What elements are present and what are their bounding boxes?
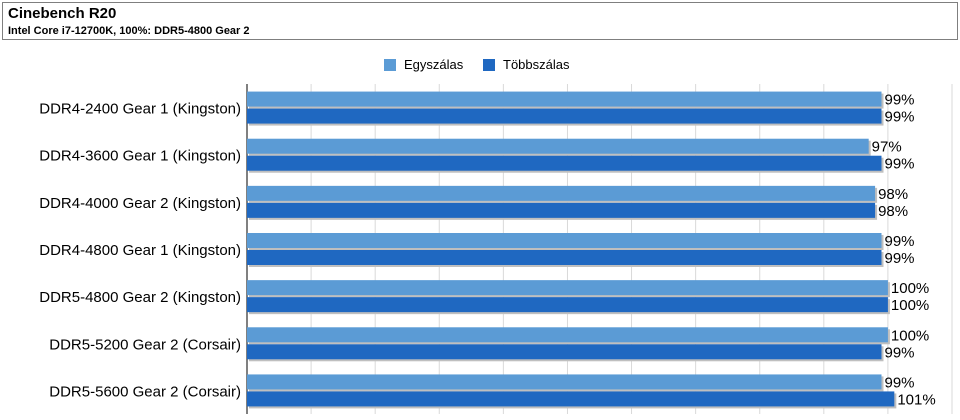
legend-item-multi-thread: Többszálas (483, 57, 569, 72)
chart-title: Cinebench R20 (8, 5, 117, 22)
bar (247, 91, 882, 107)
category-label: DDR4-4000 Gear 2 (Kingston) (39, 195, 241, 212)
bar (247, 391, 895, 407)
data-label: 101% (897, 391, 935, 408)
legend-label-single-thread: Egyszálas (404, 57, 464, 72)
bar (247, 155, 882, 171)
bar (247, 327, 888, 343)
data-label: 99% (885, 344, 915, 361)
bar (247, 138, 869, 154)
legend-item-single-thread: Egyszálas (384, 57, 463, 72)
data-label: 100% (891, 297, 929, 314)
bar (247, 250, 882, 265)
data-label: 99% (885, 233, 915, 250)
chart-header: Cinebench R20 Intel Core i7-12700K, 100%… (2, 2, 958, 40)
category-label: DDR4-2400 Gear 1 (Kingston) (39, 101, 241, 118)
category-label: DDR4-3600 Gear 1 (Kingston) (39, 148, 241, 165)
chart-subtitle: Intel Core i7-12700K, 100%: DDR5-4800 Ge… (8, 25, 250, 37)
data-label: 99% (885, 156, 915, 173)
data-label: 98% (878, 186, 908, 203)
bar (247, 297, 888, 313)
data-label: 99% (885, 92, 915, 109)
data-label: 100% (891, 280, 929, 297)
data-label: 99% (885, 250, 915, 267)
data-label: 100% (891, 327, 929, 344)
category-label: DDR4-4800 Gear 1 (Kingston) (39, 242, 241, 259)
chart-legend: Egyszálas Többszálas (0, 57, 960, 75)
category-label: DDR5-5200 Gear 2 (Corsair) (49, 336, 241, 353)
data-label: 99% (885, 374, 915, 391)
bar (247, 374, 882, 390)
bar (247, 185, 876, 201)
category-label: DDR5-5600 Gear 2 (Corsair) (49, 383, 241, 400)
data-label: 98% (878, 203, 908, 220)
legend-swatch-single-thread (384, 58, 396, 71)
data-label: 97% (872, 139, 902, 156)
data-label: 99% (885, 109, 915, 126)
legend-swatch-multi-thread (483, 58, 495, 71)
bar (247, 202, 876, 218)
bar (247, 233, 882, 248)
bar (247, 108, 882, 124)
category-label: DDR5-4800 Gear 2 (Kingston) (39, 289, 241, 306)
bar (247, 344, 882, 360)
bar (247, 280, 888, 296)
legend-label-multi-thread: Többszálas (503, 57, 570, 72)
